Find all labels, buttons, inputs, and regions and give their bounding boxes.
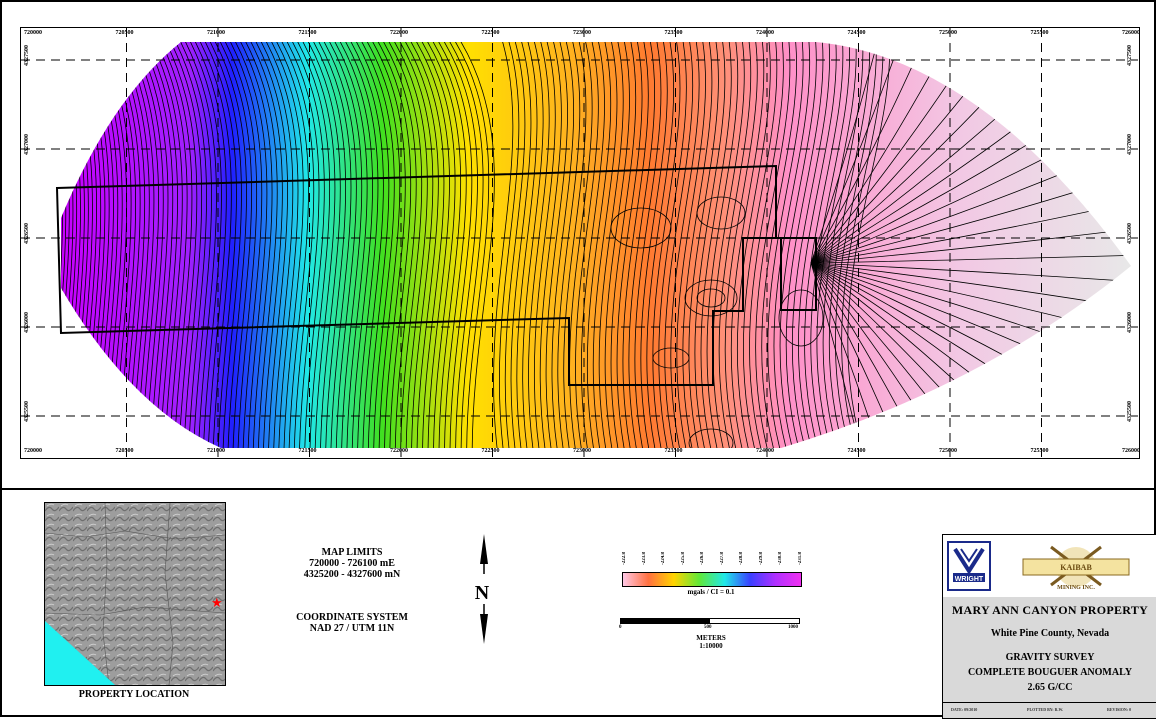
title-block: WRIGHT KAIBAB MINING INC. MARY ANN CANYO…	[942, 534, 1156, 719]
legend-tick: -226.8	[700, 552, 705, 565]
easting-tick-label: 724000	[756, 448, 774, 454]
easting-tick-label: 723500	[664, 448, 683, 454]
survey-density: 2.65 G/CC	[1027, 682, 1073, 693]
map-limits-northing: 4325200 - 4327600 mN	[303, 569, 401, 580]
northing-tick-label: 4326000	[1127, 312, 1133, 333]
northing-tick-label: 4326500	[1127, 223, 1133, 244]
contour-lines	[61, 42, 1131, 448]
map-limits-easting: 720000 - 726100 mE	[309, 558, 395, 569]
northing-tick-label: 4326500	[24, 223, 30, 244]
northing-tick-label: 4325500	[24, 401, 30, 422]
map-limits-block: MAP LIMITS 720000 - 726100 mE 4325200 - …	[287, 547, 417, 580]
northing-tick-label: 4326000	[24, 312, 30, 333]
coordinate-system-title: COORDINATE SYSTEM	[296, 612, 408, 623]
scale-unit: METERS	[696, 634, 726, 642]
contour-map-canvas	[21, 28, 1138, 457]
easting-tick-label: 721500	[298, 30, 317, 36]
logo-row: WRIGHT KAIBAB MINING INC.	[943, 535, 1156, 598]
footer-plotted-by: PLOTTED BY: R.W.	[1027, 707, 1064, 712]
coordinate-system-block: COORDINATE SYSTEM NAD 27 / UTM 11N	[287, 612, 417, 634]
legend-tick: -227.8	[719, 552, 725, 565]
scale-tick: 0	[619, 625, 622, 630]
easting-tick-label: 724000	[756, 30, 774, 36]
easting-tick-label: 722500	[481, 448, 500, 454]
easting-tick-label: 722500	[481, 30, 500, 36]
map-grid	[21, 28, 1138, 457]
legend-tick-labels: -222.8 -223.8 -224.8 -225.8 -226.8 -227.8 -228…	[616, 550, 806, 572]
footer-revision: REVISION: 0	[1107, 707, 1132, 712]
scale-tick: 500	[704, 625, 712, 630]
northing-tick-label: 4327000	[1127, 134, 1133, 155]
scale-bar: 0 500 1000 METERS 1:10000	[616, 616, 806, 656]
easting-tick-label: 720500	[115, 30, 134, 36]
easting-tick-label: 722000	[390, 30, 408, 36]
north-arrow-icon	[480, 534, 488, 644]
footer-date: DATE: 09/2010	[951, 707, 978, 712]
coordinate-system-value: NAD 27 / UTM 11N	[309, 623, 395, 634]
svg-text:MINING INC.: MINING INC.	[1057, 585, 1095, 591]
scale-ratio: 1:10000	[699, 642, 723, 650]
legend-tick: -223.8	[641, 552, 647, 565]
legend-tick: -230.8	[778, 552, 783, 565]
survey-description: GRAVITY SURVEY COMPLETE BOUGUER ANOMALY …	[943, 645, 1156, 703]
easting-tick-label: 720500	[115, 448, 134, 454]
easting-tick-label: 725500	[1030, 448, 1049, 454]
easting-tick-label: 720000	[24, 448, 42, 454]
kaibab-logo-icon: KAIBAB MINING INC.	[1022, 545, 1130, 591]
legend-tick: -229.8	[758, 552, 764, 565]
legend-caption: mgals / CI = 0.1	[687, 588, 735, 596]
wright-logo-icon: WRIGHT	[947, 541, 991, 591]
legend-tick: -222.8	[622, 552, 627, 565]
scale-label: METERS 1:10000	[616, 634, 806, 650]
survey-type: GRAVITY SURVEY	[1005, 652, 1095, 663]
easting-tick-label: 724500	[847, 30, 866, 36]
color-legend: -222.8 -223.8 -224.8 -225.8 -226.8 -227.8 -228…	[616, 550, 806, 620]
location-inset-map: ★	[44, 502, 226, 686]
scale-tick: 1000	[788, 625, 798, 630]
project-title: MARY ANN CANYON PROPERTY	[943, 597, 1156, 624]
easting-tick-label: 721000	[207, 448, 225, 454]
northing-tick-label: 4327500	[24, 45, 30, 66]
property-marker: ★	[211, 596, 223, 611]
survey-product: COMPLETE BOUGUER ANOMALY	[967, 667, 1133, 678]
easting-tick-label: 726000	[1122, 30, 1140, 36]
legend-tick: -231.8	[797, 552, 803, 565]
legend-tick: -224.8	[661, 552, 666, 565]
project-location: White Pine County, Nevada	[943, 623, 1156, 646]
title-block-footer: DATE: 09/2010 PLOTTED BY: R.W. REVISION:…	[943, 703, 1156, 718]
legend-tick: -228.8	[739, 552, 744, 565]
svg-text:KAIBAB: KAIBAB	[1060, 563, 1092, 572]
water-area	[45, 621, 115, 685]
easting-tick-label: 726000	[1122, 448, 1140, 454]
easting-tick-label: 723000	[573, 30, 591, 36]
easting-tick-label: 723500	[664, 30, 683, 36]
map-limits-title: MAP LIMITS	[321, 547, 383, 558]
svg-text:WRIGHT: WRIGHT	[955, 576, 984, 583]
easting-tick-label: 725000	[939, 448, 957, 454]
easting-tick-label: 723000	[573, 448, 591, 454]
easting-tick-label: 721500	[298, 448, 317, 454]
easting-tick-label: 724500	[847, 448, 866, 454]
panel-divider	[2, 488, 1156, 490]
easting-tick-label: 721000	[207, 30, 225, 36]
northing-tick-label: 4327000	[24, 134, 30, 155]
legend-tick: -225.8	[680, 552, 686, 565]
location-relief-map: ★	[45, 503, 225, 685]
scale-bar-graphic	[620, 618, 800, 624]
easting-tick-label: 720000	[24, 30, 42, 36]
color-scale-bar	[622, 572, 802, 587]
northing-tick-label: 4325500	[1127, 401, 1133, 422]
north-label: N	[474, 582, 490, 604]
easting-tick-label: 725500	[1030, 30, 1049, 36]
northing-tick-label: 4327500	[1127, 45, 1133, 66]
location-caption: PROPERTY LOCATION	[78, 689, 190, 700]
easting-tick-label: 722000	[390, 448, 408, 454]
easting-tick-label: 725000	[939, 30, 957, 36]
gravity-contour-map	[20, 27, 1140, 459]
